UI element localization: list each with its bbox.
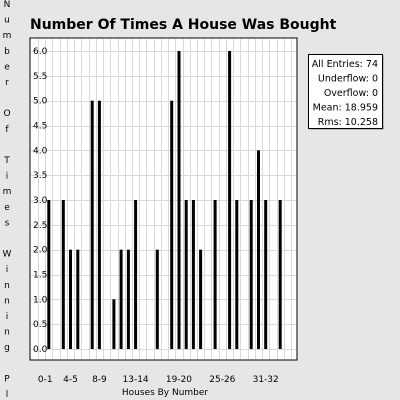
histogram-bar: [155, 249, 159, 349]
statistics-line: All Entries: 74: [312, 59, 378, 70]
y-tick-label: 1.0: [33, 295, 48, 305]
y-axis-label-char: g: [4, 343, 10, 353]
histogram-bar: [199, 249, 203, 349]
histogram-bar: [61, 200, 65, 349]
y-axis-label-char: i: [6, 312, 9, 322]
y-axis-label-char: i: [6, 172, 9, 182]
plot-area: 0.0 0.5 1.0 1.5 2.0 2.5 3.0 3.5 4.0 4.5 5.0 5.5 6.0 0…: [29, 37, 298, 385]
x-axis-label: Houses By Number: [122, 388, 209, 398]
y-axis-label-char: i: [6, 265, 9, 275]
y-tick-label: 5.5: [33, 72, 47, 82]
y-axis-label-char: u: [4, 16, 10, 26]
statistics-line: Underflow: 0: [318, 74, 378, 85]
y-tick-label: 2.0: [33, 246, 48, 256]
statistics-line: Overflow: 0: [324, 88, 378, 99]
y-axis-label-char: T: [3, 156, 10, 166]
y-axis-label-char: e: [4, 203, 10, 213]
y-axis-label-char: n: [4, 328, 10, 338]
y-tick-label: 0.0: [33, 345, 48, 355]
histogram-bar: [134, 200, 138, 349]
y-axis-label-char: P: [4, 374, 10, 384]
histogram-bar: [213, 200, 217, 349]
y-tick-label: 1.5: [33, 271, 47, 281]
histogram-bar: [184, 200, 188, 349]
statistics-line: Rms: 10.258: [318, 117, 378, 128]
y-axis-label-char: r: [5, 78, 9, 88]
y-tick-label: 5.0: [33, 97, 48, 107]
x-tick-label: 4-5: [63, 375, 78, 385]
y-tick-label: 4.0: [33, 146, 48, 156]
histogram-bar: [278, 200, 282, 349]
y-axis-label-char: l: [6, 390, 9, 400]
histogram-bar: [170, 100, 174, 349]
y-axis-label-char: f: [5, 125, 9, 135]
y-axis-label: NumberOfTimesWinningPlayerBou: [3, 0, 12, 400]
histogram-bar: [264, 200, 268, 349]
x-tick-label: 19-20: [166, 375, 192, 385]
y-axis-label-char: s: [5, 218, 10, 228]
x-tick-label: 13-14: [123, 375, 149, 385]
histogram-bar: [69, 249, 72, 349]
histogram-bar: [47, 200, 51, 349]
y-tick-label: 3.0: [33, 196, 48, 206]
y-tick-label: 2.5: [33, 221, 47, 231]
histogram-bar: [112, 299, 116, 349]
histogram-bar: [249, 200, 253, 349]
y-axis-label-char: n: [4, 281, 10, 291]
histogram-bar: [257, 150, 260, 349]
y-axis-label-char: W: [3, 250, 12, 260]
y-axis-label-char: m: [3, 187, 12, 197]
statistics-line: Mean: 18.959: [313, 103, 378, 114]
x-tick-label: 25-26: [209, 375, 235, 385]
histogram-bar: [235, 200, 239, 349]
x-tick-label: 8-9: [92, 375, 107, 385]
statistics-box: All Entries: 74 Underflow: 0 Overflow: 0 Me…: [308, 54, 384, 130]
x-tick-label: 0-1: [38, 375, 53, 385]
x-tick-label: 31-32: [253, 375, 279, 385]
histogram-bar: [119, 249, 123, 349]
histogram-bar: [191, 200, 195, 349]
y-tick-label: 4.5: [33, 122, 47, 132]
y-axis-label-char: e: [4, 62, 10, 72]
y-axis-label-char: b: [4, 47, 10, 57]
y-tick-label: 3.5: [33, 171, 47, 181]
y-axis-label-char: N: [4, 0, 11, 10]
y-axis-label-char: n: [4, 296, 10, 306]
histogram-bar: [177, 51, 181, 349]
y-tick-label: 6.0: [33, 47, 48, 57]
statistics-box-frame: [308, 54, 383, 129]
histogram-bar: [76, 249, 80, 349]
y-axis-label-char: O: [3, 109, 10, 119]
chart-title: Number Of Times A House Was Bought: [30, 17, 337, 33]
histogram-bar: [90, 100, 94, 349]
histogram-bar: [228, 51, 232, 349]
histogram-bar: [126, 249, 130, 349]
y-tick-label: 0.5: [33, 320, 47, 330]
y-axis-label-char: m: [3, 31, 12, 41]
histogram-bar: [97, 100, 101, 349]
